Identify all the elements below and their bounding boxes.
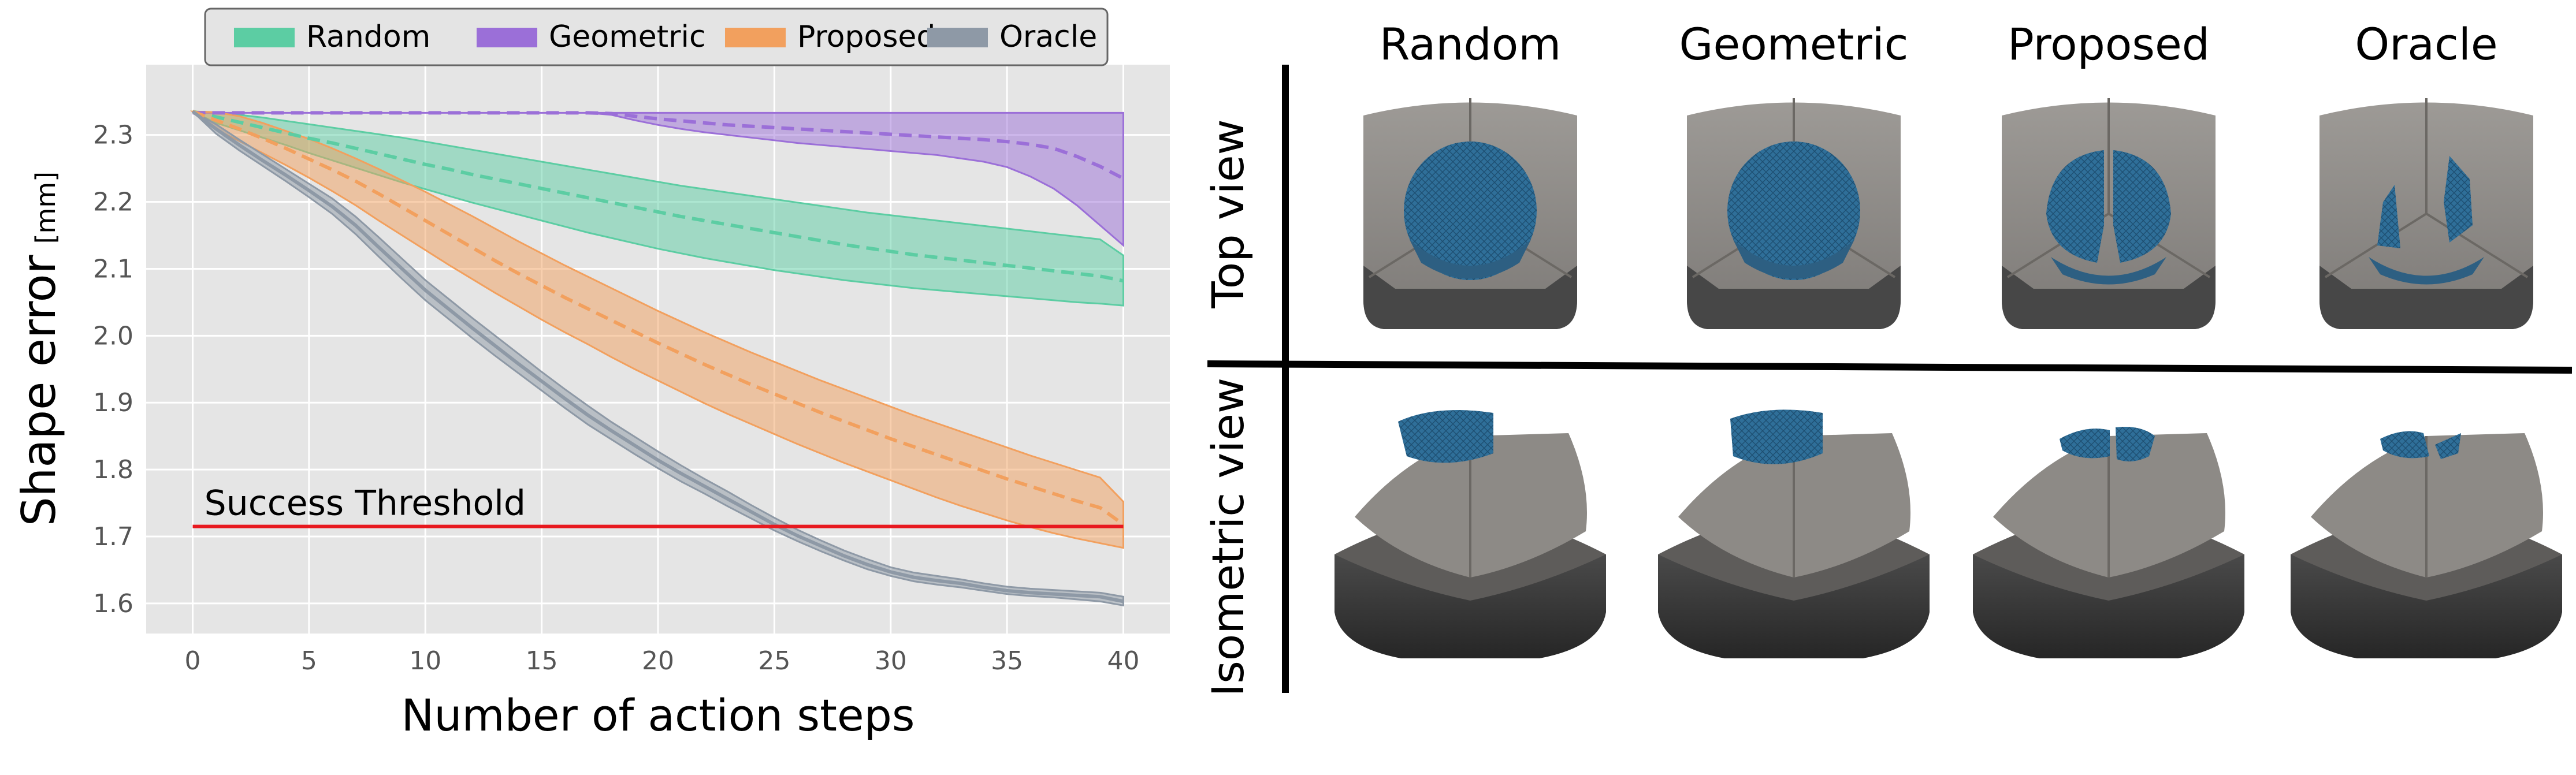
- column-header-4: Oracle: [2355, 18, 2497, 70]
- top-view-random: [1363, 98, 1577, 329]
- x-tick-label: 15: [526, 646, 558, 676]
- y-axis-label-text: Shape error: [12, 255, 66, 526]
- x-tick-label: 20: [642, 646, 674, 676]
- y-tick-label: 1.8: [93, 455, 133, 485]
- y-axis-unit: [mm]: [30, 172, 61, 244]
- mesh-view-panel: Random Geometric Proposed Oracle Top vie…: [1202, 18, 2573, 696]
- legend-swatch-proposed: [725, 28, 786, 47]
- top-view-proposed: [2002, 98, 2216, 329]
- y-tick-labels: 1.6 1.7 1.8 1.9 2.0 2.1 2.2 2.3: [93, 121, 133, 618]
- top-view-geometric: [1687, 98, 1901, 329]
- mean-line-proposed: [192, 110, 1125, 526]
- x-tick-label: 10: [409, 646, 441, 676]
- column-header-3: Proposed: [2008, 18, 2210, 70]
- band-geometric: [192, 111, 1124, 248]
- y-tick-label: 1.6: [93, 589, 133, 618]
- mean-line-geometric: [192, 111, 1124, 180]
- x-tick-label: 40: [1107, 646, 1139, 676]
- y-tick-label: 1.9: [93, 388, 133, 418]
- x-tick-label: 0: [185, 646, 201, 676]
- y-tick-label: 2.1: [93, 254, 133, 284]
- iso-view-proposed: [1973, 427, 2244, 658]
- iso-view-geometric: [1658, 409, 1930, 658]
- x-tick-label: 5: [301, 646, 317, 676]
- mean-line-oracle: [191, 110, 1124, 603]
- x-tick-labels: 0 5 10 15 20 25 30 35 40: [185, 646, 1140, 676]
- y-axis-label: Shape error [mm]: [12, 172, 66, 526]
- column-header-2: Geometric: [1679, 18, 1909, 70]
- y-tick-label: 1.7: [93, 522, 133, 552]
- shape-error-chart: Success Threshold 0 5 10 15 20 25 30 35 40 1.61.…: [12, 8, 1170, 741]
- legend-label-proposed: Proposed: [797, 20, 935, 54]
- top-view-oracle: [2319, 98, 2533, 329]
- column-header-1: Random: [1380, 18, 1562, 70]
- legend-swatch-oracle: [927, 28, 988, 47]
- legend-swatch-geometric: [477, 28, 537, 47]
- x-tick-label: 25: [758, 646, 790, 676]
- y-tick-label: 2.2: [93, 188, 133, 217]
- x-tick-label: 35: [991, 646, 1023, 676]
- x-axis-label: Number of action steps: [402, 690, 915, 741]
- mean-line-random: [192, 110, 1124, 283]
- legend-label-random: Random: [306, 20, 430, 54]
- legend: Random Geometric Proposed Oracle: [204, 8, 1109, 66]
- row-label-top-view: Top view: [1202, 119, 1254, 308]
- legend-swatch-random: [234, 28, 295, 47]
- y-tick-label: 2.3: [93, 121, 133, 150]
- legend-label-oracle: Oracle: [999, 20, 1097, 54]
- iso-view-random: [1335, 410, 1606, 658]
- legend-box: [204, 8, 1109, 66]
- success-threshold-label: Success Threshold: [205, 483, 526, 524]
- row-label-isometric-view: Isometric view: [1202, 378, 1254, 696]
- panel-horizontal-divider: [1207, 360, 2573, 374]
- legend-label-geometric: Geometric: [549, 20, 706, 54]
- mean-lines: [191, 110, 1125, 603]
- x-tick-label: 30: [875, 646, 907, 676]
- iso-view-oracle: [2291, 431, 2562, 658]
- y-tick-label: 2.0: [93, 321, 133, 351]
